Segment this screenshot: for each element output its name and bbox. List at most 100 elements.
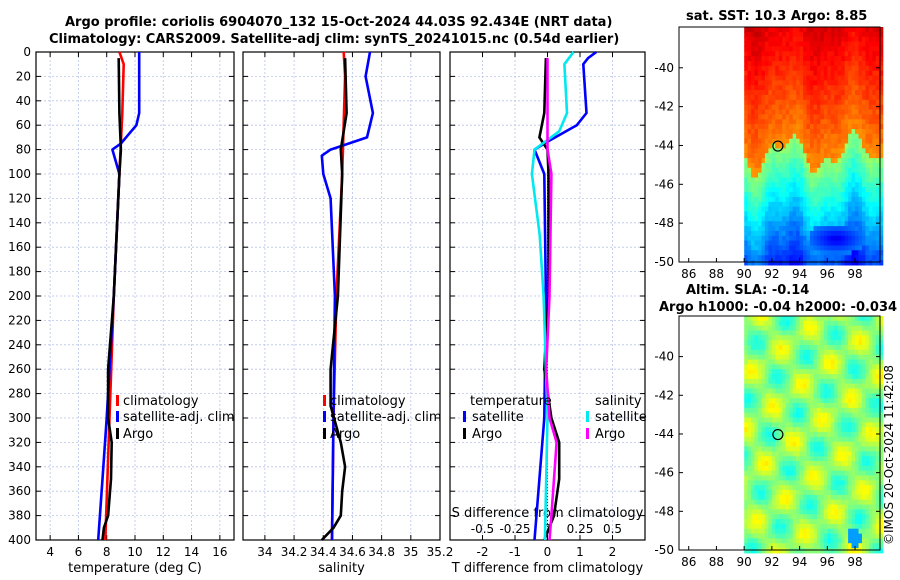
map-cell	[837, 211, 842, 217]
map-cell	[862, 90, 866, 96]
profile-panel-1: 0204060801001201401601802002202402602803…	[8, 45, 235, 576]
map-cell	[806, 485, 811, 491]
map-cell	[785, 119, 790, 125]
map-cell	[775, 320, 780, 327]
map-cell	[834, 109, 839, 115]
map-cell	[771, 345, 776, 351]
map-cell	[879, 490, 884, 496]
map-cell	[799, 85, 804, 91]
map-cell	[834, 104, 839, 111]
map-cell	[858, 494, 863, 501]
map-cell	[879, 383, 884, 389]
map-cell	[865, 470, 870, 476]
map-cell	[823, 56, 828, 62]
map-cell	[806, 104, 811, 111]
map-cell	[830, 354, 835, 360]
map-cell	[782, 374, 787, 380]
map-cell	[789, 109, 794, 115]
map-cell	[816, 90, 821, 96]
map-cell	[744, 177, 749, 183]
map-cell	[872, 499, 877, 505]
map-cell	[844, 514, 849, 520]
map-cell	[837, 461, 842, 467]
map-cell	[810, 51, 814, 57]
map-cell	[785, 221, 790, 227]
map-cell	[747, 196, 752, 203]
map-cell	[855, 403, 859, 409]
map-cell	[851, 320, 856, 327]
map-cell	[844, 196, 849, 203]
map-cell	[810, 216, 814, 222]
map-cell	[744, 504, 749, 510]
map-cell	[816, 226, 821, 232]
legend-swatch	[116, 411, 119, 422]
map-cell	[796, 65, 801, 72]
map-cell	[775, 216, 780, 222]
map-cell	[841, 412, 846, 418]
x2-axis-label: S difference from climatology	[452, 506, 644, 521]
map-cell	[844, 388, 849, 394]
map-cell	[868, 187, 873, 193]
map-cell	[862, 475, 866, 481]
map-cell	[799, 129, 804, 135]
map-cell	[789, 36, 794, 43]
map-cell	[744, 216, 749, 222]
map-cell	[865, 133, 870, 140]
map-cell	[875, 422, 880, 428]
map-cell	[858, 320, 863, 327]
map-cell	[851, 31, 856, 38]
map-cell	[858, 216, 863, 222]
map-cell	[879, 226, 884, 232]
map-cell	[751, 56, 756, 62]
map-cell	[796, 240, 801, 246]
map-cell	[855, 51, 859, 57]
map-cell	[823, 240, 828, 246]
map-cell	[758, 95, 762, 101]
map-cell	[858, 114, 863, 120]
map-cell	[858, 330, 863, 336]
map-cell	[810, 422, 814, 428]
map-cell	[848, 260, 853, 266]
map-cell	[875, 427, 880, 433]
map-cell	[816, 490, 821, 496]
map-cell	[865, 349, 870, 356]
map-cell	[837, 494, 842, 501]
map-cell	[754, 480, 759, 486]
map-cell	[754, 163, 759, 169]
map-cell	[771, 148, 776, 154]
map-cell	[761, 65, 766, 72]
map-cell	[875, 80, 880, 86]
map-cell	[796, 320, 801, 327]
map-cell	[782, 320, 787, 327]
map-cell	[868, 172, 873, 179]
map-cell	[816, 519, 821, 525]
map-cell	[834, 364, 839, 370]
map-cell	[754, 374, 759, 380]
map-cell	[844, 36, 849, 43]
map-cell	[851, 138, 856, 145]
map-cell	[778, 46, 783, 52]
map-cell	[813, 446, 818, 452]
map-cell	[837, 538, 842, 544]
map-cell	[744, 192, 749, 198]
map-cell	[754, 412, 759, 418]
map-cell	[834, 388, 839, 394]
map-cell	[744, 143, 749, 149]
map-cell	[782, 36, 787, 43]
map-cell	[837, 533, 842, 539]
map-cell	[813, 461, 818, 467]
map-cell	[761, 119, 766, 125]
map-cell	[868, 129, 873, 135]
map-cell	[744, 461, 749, 467]
map-cell	[851, 528, 856, 534]
map-cell	[778, 514, 783, 520]
map-cell	[837, 129, 842, 135]
map-cell	[803, 51, 808, 57]
map-cell	[848, 41, 853, 47]
map-cell	[761, 485, 766, 491]
map-cell	[744, 90, 749, 96]
map-cell	[799, 475, 804, 481]
map-cell	[823, 436, 828, 443]
map-cell	[848, 398, 853, 404]
